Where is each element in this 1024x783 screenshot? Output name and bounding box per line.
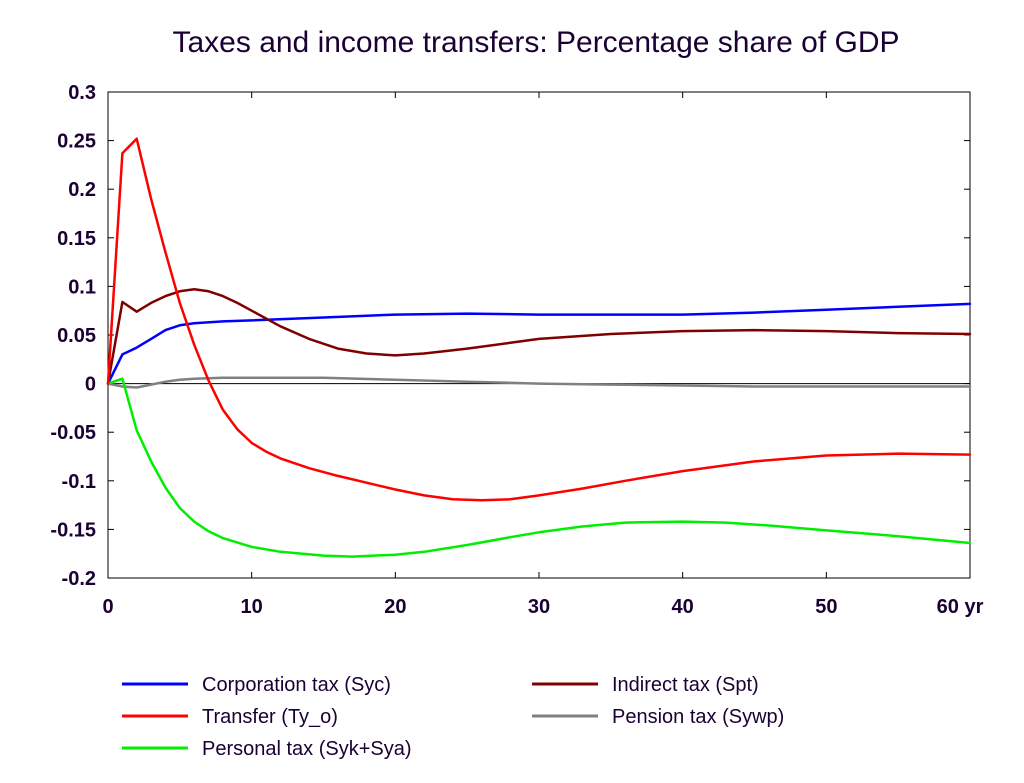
plot-frame (107, 91, 971, 579)
legend-label-personal-tax-syk-sya: Personal tax (Syk+Sya) (202, 738, 412, 760)
x-tick-label: 20 (384, 596, 406, 618)
y-tick-label: -0.2 (62, 568, 96, 590)
y-tick-label: 0.1 (68, 276, 96, 298)
y-tick-label: -0.15 (50, 519, 96, 541)
x-tick-label: 50 (815, 596, 837, 618)
legend-label-transfer-ty-o: Transfer (Ty_o) (202, 706, 338, 728)
x-tick-label: 60 yr (937, 596, 984, 618)
series-line-corporation-tax-syc (106, 302, 972, 385)
x-tick-label: 10 (241, 596, 263, 618)
y-axis: 0.3 0.25 0.2 0.15 0.1 0.05 0 -0.05 -0.1 -0.15 -0.2 (50, 82, 970, 590)
plot-border (107, 91, 971, 579)
x-tick-label: 30 (528, 596, 550, 618)
series-line-indirect-tax-spt (106, 288, 972, 385)
series-line-pension-tax-sywp (106, 376, 972, 389)
y-tick-label: 0.15 (57, 228, 96, 250)
chart-title: Taxes and income transfers: Percentage s… (172, 26, 899, 59)
y-tick-label: 0.05 (57, 325, 96, 347)
x-tick-label: 0 (102, 596, 113, 618)
y-tick-label: -0.05 (50, 422, 96, 444)
series-line-transfer-ty-o (106, 137, 972, 502)
legend: Corporation tax (Syc) Indirect tax (Spt) T… (122, 674, 784, 760)
y-tick-label: 0.3 (68, 82, 96, 104)
legend-label-corporation-tax-syc: Corporation tax (Syc) (202, 674, 391, 696)
x-axis: 0 10 20 30 40 50 60 yr (102, 92, 984, 618)
legend-label-indirect-tax-spt: Indirect tax (Spt) (612, 674, 759, 696)
x-tick-label: 40 (672, 596, 694, 618)
y-tick-label: 0.25 (57, 131, 96, 153)
y-tick-label: 0.2 (68, 179, 96, 201)
series-line-personal-tax-syk-sya (106, 377, 972, 558)
y-tick-label: 0 (85, 374, 96, 396)
legend-label-pension-tax-sywp: Pension tax (Sywp) (612, 706, 784, 728)
series-lines (106, 137, 972, 558)
y-tick-label: -0.1 (62, 471, 96, 493)
